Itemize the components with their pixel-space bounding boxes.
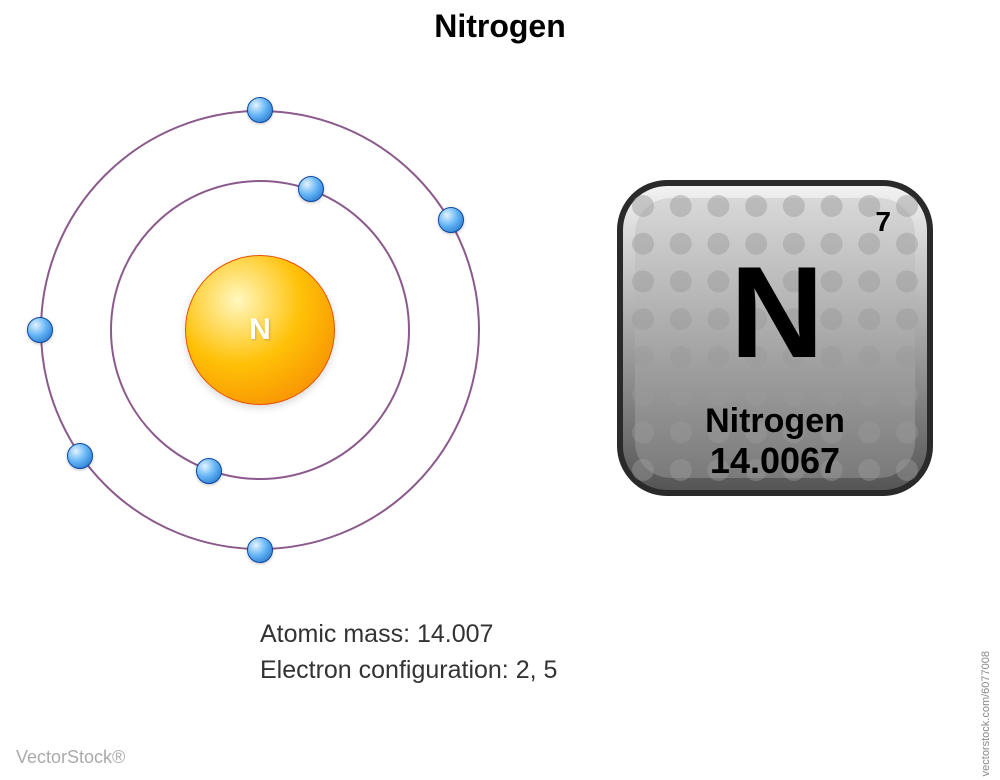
electron — [247, 97, 273, 123]
element-name: Nitrogen — [705, 402, 845, 441]
info-value: 2, 5 — [516, 656, 558, 684]
electron — [67, 443, 93, 469]
page-title: Nitrogen — [0, 8, 1000, 45]
atomic-mass-tile: 14.0067 — [710, 440, 840, 482]
electron — [196, 458, 222, 484]
electron — [247, 537, 273, 563]
element-tile: 7 N Nitrogen 14.0067 — [615, 178, 935, 498]
info-value: 14.007 — [417, 620, 493, 648]
watermark-brand: VectorStock® — [16, 747, 125, 768]
nucleus-label: N — [249, 313, 271, 347]
atomic-number: 7 — [875, 206, 891, 238]
element-symbol: N — [730, 237, 820, 387]
nucleus: N — [185, 255, 335, 405]
info-line: Electron configuration: 2, 5 — [260, 656, 557, 685]
info-label: Atomic mass: — [260, 620, 417, 648]
watermark-url: vectorstock.com/6077008 — [980, 651, 992, 776]
electron — [438, 207, 464, 233]
info-label: Electron configuration: — [260, 656, 516, 684]
electron — [27, 317, 53, 343]
info-line: Atomic mass: 14.007 — [260, 620, 493, 649]
